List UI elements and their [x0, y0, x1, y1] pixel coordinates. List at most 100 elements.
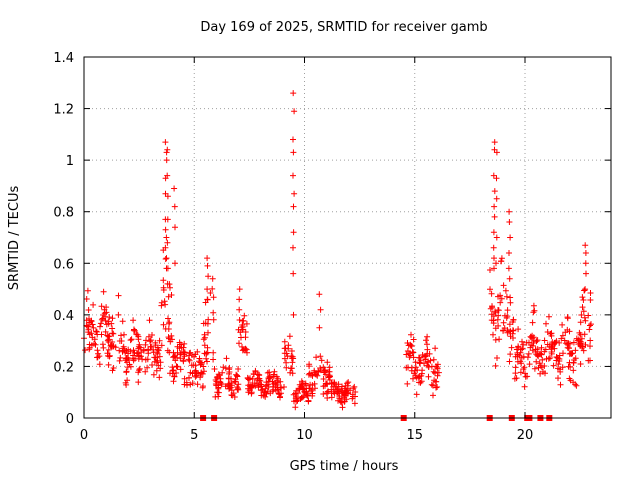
data-point [155, 362, 162, 369]
data-point [331, 379, 338, 386]
data-point [210, 316, 217, 323]
data-point [573, 382, 580, 389]
x-tick-label: 20 [517, 428, 534, 443]
data-point [324, 388, 331, 395]
data-point [110, 330, 117, 337]
data-point [343, 388, 349, 395]
data-point [526, 361, 533, 368]
data-point [167, 284, 173, 291]
data-point [147, 338, 153, 345]
data-point [186, 374, 192, 381]
data-point [105, 361, 112, 368]
data-point [434, 384, 441, 390]
data-point [320, 376, 327, 382]
data-point [96, 361, 103, 368]
data-point [146, 317, 153, 324]
data-point [548, 332, 555, 339]
data-point [415, 375, 422, 382]
data-point [577, 319, 584, 326]
data-point [102, 328, 109, 335]
data-point [98, 303, 105, 310]
data-point [531, 307, 538, 314]
data-point [491, 203, 498, 210]
data-point [236, 296, 243, 303]
data-point [587, 322, 593, 329]
data-point [163, 157, 170, 164]
data-point [191, 353, 197, 360]
data-point [291, 190, 298, 197]
data-point [428, 381, 435, 388]
data-point [258, 387, 265, 394]
data-point [158, 302, 165, 309]
data-point [492, 362, 499, 369]
data-point [512, 370, 519, 377]
data-point [164, 172, 171, 179]
data-point [502, 287, 509, 294]
data-point [119, 348, 126, 355]
data-point [313, 371, 320, 378]
data-point [277, 394, 283, 401]
data-point [247, 375, 253, 382]
data-point [408, 343, 415, 350]
data-point [320, 391, 327, 397]
data-point [170, 367, 177, 374]
data-point [580, 297, 587, 303]
data-point [240, 317, 247, 324]
data-point [318, 357, 325, 364]
data-point [538, 344, 545, 351]
data-point [305, 398, 312, 405]
data-point [309, 390, 316, 397]
data-point [497, 299, 504, 306]
data-point [236, 317, 243, 323]
data-point [335, 381, 342, 388]
data-point [564, 315, 571, 322]
data-point [419, 367, 426, 374]
data-point [510, 335, 516, 341]
data-point [543, 355, 550, 362]
data-point [85, 329, 92, 336]
data-point [172, 224, 178, 231]
x-tick-label: 10 [296, 428, 313, 443]
data-point [273, 373, 280, 380]
data-point [506, 219, 513, 225]
data-point [200, 336, 207, 343]
data-point [432, 345, 439, 352]
data-point [119, 318, 126, 325]
data-point [201, 342, 208, 349]
data-point [228, 387, 235, 394]
data-point [404, 340, 411, 346]
data-point [587, 343, 593, 350]
data-point [181, 340, 188, 347]
data-point [234, 372, 240, 379]
data-point [186, 352, 193, 359]
data-point [564, 326, 571, 333]
data-point [500, 319, 507, 326]
data-point [116, 357, 123, 364]
data-point [163, 255, 170, 262]
data-point [109, 367, 116, 374]
data-point [324, 359, 331, 366]
data-point [580, 308, 587, 315]
data-point [559, 364, 566, 371]
data-point [524, 354, 531, 361]
data-point [553, 354, 560, 360]
data-point [503, 293, 510, 300]
data-point [501, 325, 508, 332]
data-point [314, 372, 321, 379]
data-point [98, 316, 105, 323]
data-point [317, 353, 324, 360]
data-point [130, 327, 137, 334]
data-point [186, 357, 193, 364]
data-point [489, 303, 495, 310]
data-point [507, 234, 514, 241]
data-point [199, 370, 206, 377]
data-point [97, 320, 104, 327]
data-point [160, 284, 167, 291]
data-point [204, 349, 211, 356]
chart-title: Day 169 of 2025, SRMTID for receiver gam… [200, 20, 487, 35]
axis-ticks: 0 5 10 15 20 0 0.2 0.4 0.6 0.8 1 1.2 1.4 [53, 51, 611, 443]
data-point [495, 312, 502, 319]
data-point [306, 363, 313, 370]
data-point [150, 371, 157, 378]
